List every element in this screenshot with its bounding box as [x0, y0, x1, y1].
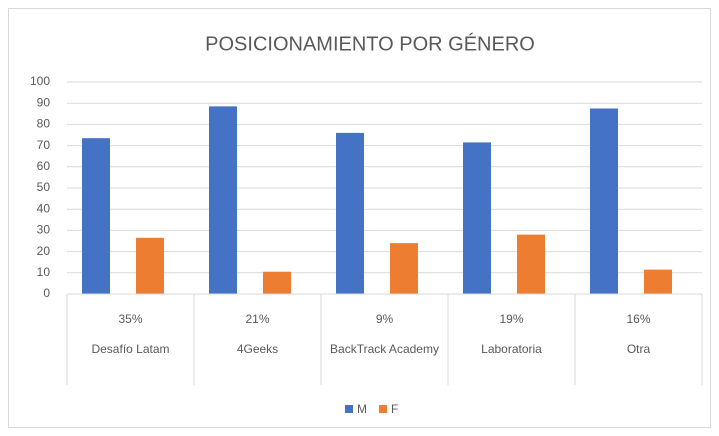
bar [644, 269, 672, 294]
x-tick-label: 4Geeks [237, 342, 278, 356]
legend-swatch [345, 405, 353, 413]
y-tick-label: 70 [37, 138, 51, 152]
x-tick-label: Otra [627, 342, 651, 356]
sub-category-label: 21% [245, 312, 269, 326]
chart-title: POSICIONAMIENTO POR GÉNERO [205, 32, 535, 55]
bar [517, 234, 545, 294]
y-tick-label: 30 [37, 223, 51, 237]
y-tick-label: 10 [37, 265, 51, 279]
legend-label: F [391, 402, 398, 416]
y-tick-label: 50 [37, 180, 51, 194]
bar [390, 243, 418, 294]
bar [82, 138, 110, 294]
x-tick-label: Laboratoria [481, 342, 542, 356]
bar [136, 237, 164, 294]
y-tick-label: 60 [37, 159, 51, 173]
bar [336, 132, 364, 294]
y-tick-label: 100 [30, 74, 50, 88]
sub-category-label: 19% [499, 312, 523, 326]
legend-label: M [357, 402, 367, 416]
y-tick-label: 20 [37, 244, 51, 258]
x-tick-label: BackTrack Academy [330, 342, 439, 356]
bar [463, 142, 491, 294]
x-tick-label: Desafío Latam [91, 342, 169, 356]
sub-category-label: 16% [626, 312, 650, 326]
y-tick-label: 40 [37, 201, 51, 215]
bar [590, 108, 618, 294]
y-tick-label: 80 [37, 117, 51, 131]
bar [263, 271, 291, 294]
y-tick-label: 0 [43, 286, 50, 300]
sub-category-label: 9% [376, 312, 394, 326]
y-tick-label: 90 [37, 95, 51, 109]
sub-category-label: 35% [118, 312, 142, 326]
bar [209, 106, 237, 294]
legend-swatch [379, 405, 387, 413]
